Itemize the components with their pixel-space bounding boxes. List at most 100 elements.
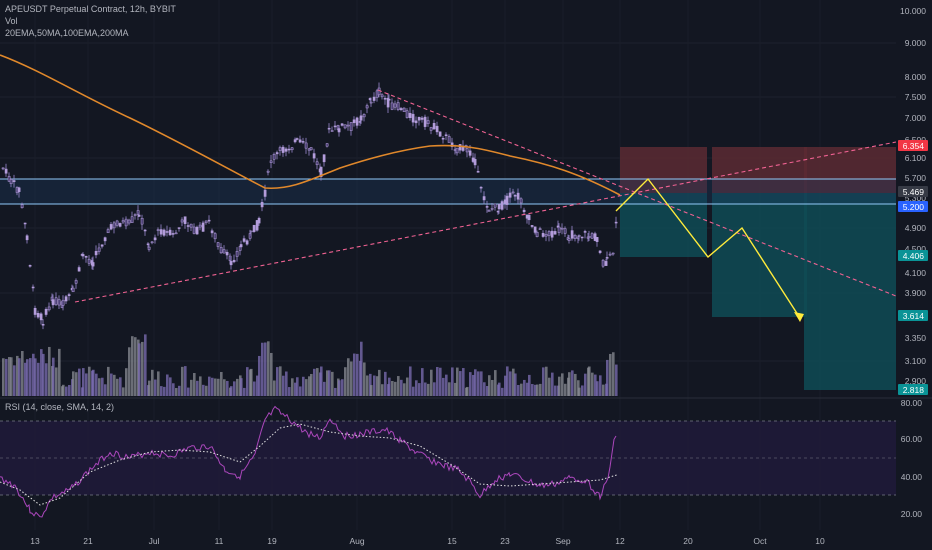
- volume-bar: [588, 366, 591, 396]
- volume-bar: [253, 381, 256, 396]
- volume-bar: [261, 342, 264, 396]
- volume-bar: [477, 371, 480, 396]
- volume-bar: [296, 377, 299, 396]
- volume-bar: [353, 353, 356, 396]
- time-tick-label: Jul: [149, 536, 160, 546]
- candle-body: [304, 142, 308, 149]
- volume-bar: [406, 377, 409, 396]
- volume-bar: [369, 373, 372, 396]
- candle-body: [595, 236, 599, 242]
- candle-body: [272, 154, 276, 160]
- volume-bar: [344, 367, 347, 396]
- time-tick-label: 12: [615, 536, 625, 546]
- candle-body: [71, 287, 75, 293]
- volume-bar: [466, 386, 469, 396]
- volume-bar: [415, 380, 418, 396]
- candle-body: [44, 308, 48, 315]
- candle-body: [473, 159, 477, 166]
- time-tick-label: 23: [500, 536, 510, 546]
- volume-bar: [85, 373, 88, 396]
- volume-bar: [205, 385, 208, 396]
- moving-averages-legend[interactable]: 20EMA,50MA,100EMA,200MA: [5, 28, 129, 38]
- volume-bar: [125, 368, 128, 396]
- volume-bar: [104, 384, 107, 396]
- volume-bar: [267, 341, 270, 396]
- candle-body: [183, 216, 187, 224]
- forecast-path[interactable]: [615, 177, 801, 319]
- candle-body: [287, 148, 291, 151]
- price-tag: 2.818: [898, 384, 928, 395]
- candle-body: [150, 241, 154, 244]
- volume-bar: [178, 385, 181, 396]
- volume-bar: [199, 376, 202, 396]
- descending-trendline[interactable]: [377, 89, 897, 297]
- volume-bar: [141, 341, 144, 396]
- candle-body: [340, 123, 344, 126]
- candle-body: [522, 209, 526, 213]
- candle-body: [198, 224, 202, 228]
- candle-body: [541, 233, 545, 237]
- volume-bar: [279, 366, 282, 396]
- volume-bar: [462, 368, 465, 396]
- volume-bar: [448, 382, 451, 396]
- volume-bar: [536, 384, 539, 396]
- candle-body: [115, 220, 119, 226]
- volume-bar: [240, 378, 243, 396]
- candle-body: [189, 223, 193, 228]
- candle-body: [352, 119, 356, 124]
- rsi-legend[interactable]: RSI (14, close, SMA, 14, 2): [5, 402, 115, 412]
- target-zone-3: [804, 193, 896, 390]
- symbol-title[interactable]: APEUSDT Perpetual Contract, 12h, BYBIT: [5, 4, 176, 14]
- candle-body: [309, 147, 313, 151]
- volume-bar: [347, 358, 350, 396]
- candle-body: [402, 107, 406, 112]
- candle-body: [333, 125, 337, 128]
- candle-body: [372, 96, 376, 101]
- volume-bar: [523, 379, 526, 396]
- candle-body: [533, 226, 537, 233]
- time-tick-label: 11: [215, 536, 224, 546]
- candle-body: [266, 170, 270, 173]
- candle-body: [458, 144, 462, 151]
- volume-bar: [498, 382, 501, 396]
- candle-body: [174, 232, 178, 235]
- volume-bar: [37, 362, 40, 396]
- candle-body: [560, 227, 564, 230]
- volume-bar: [391, 381, 394, 396]
- candle-body: [590, 233, 594, 239]
- volume-bar: [98, 378, 101, 396]
- candle-body: [269, 160, 273, 163]
- time-tick-label: Oct: [753, 536, 767, 546]
- range-box: [0, 179, 896, 204]
- volume-bar: [2, 358, 5, 396]
- volume-legend[interactable]: Vol: [5, 16, 18, 26]
- candle-body: [587, 236, 591, 238]
- candle-body: [97, 247, 101, 252]
- price-tick-label: 8.000: [905, 72, 927, 82]
- volume-bar: [584, 373, 587, 396]
- candle-body: [493, 203, 497, 208]
- candle-body: [106, 229, 110, 234]
- volume-bar: [122, 387, 125, 396]
- rsi-tick-label: 60.00: [901, 434, 923, 444]
- volume-bar: [409, 366, 412, 396]
- candle-body: [260, 202, 264, 208]
- volume-bar: [456, 367, 459, 396]
- candle-body: [165, 231, 169, 233]
- volume-bar: [439, 367, 442, 396]
- candle-body: [192, 226, 196, 234]
- volume-bar: [578, 387, 581, 396]
- volume-bar: [418, 383, 421, 396]
- time-axis[interactable]: 13 21 Jul 11 19 Aug 15 23 Sep 12 20 Oct 10: [30, 536, 825, 546]
- volume-bar: [230, 386, 233, 396]
- candle-body: [519, 198, 523, 204]
- volume-bar: [214, 378, 217, 396]
- price-tick-label: 6.100: [905, 153, 927, 163]
- volume-bar: [211, 377, 214, 396]
- candle-body: [153, 237, 157, 241]
- volume-bar: [334, 387, 337, 396]
- volume-bar: [78, 368, 81, 396]
- price-tag: 5.469: [898, 186, 928, 197]
- volume-bar: [208, 376, 211, 396]
